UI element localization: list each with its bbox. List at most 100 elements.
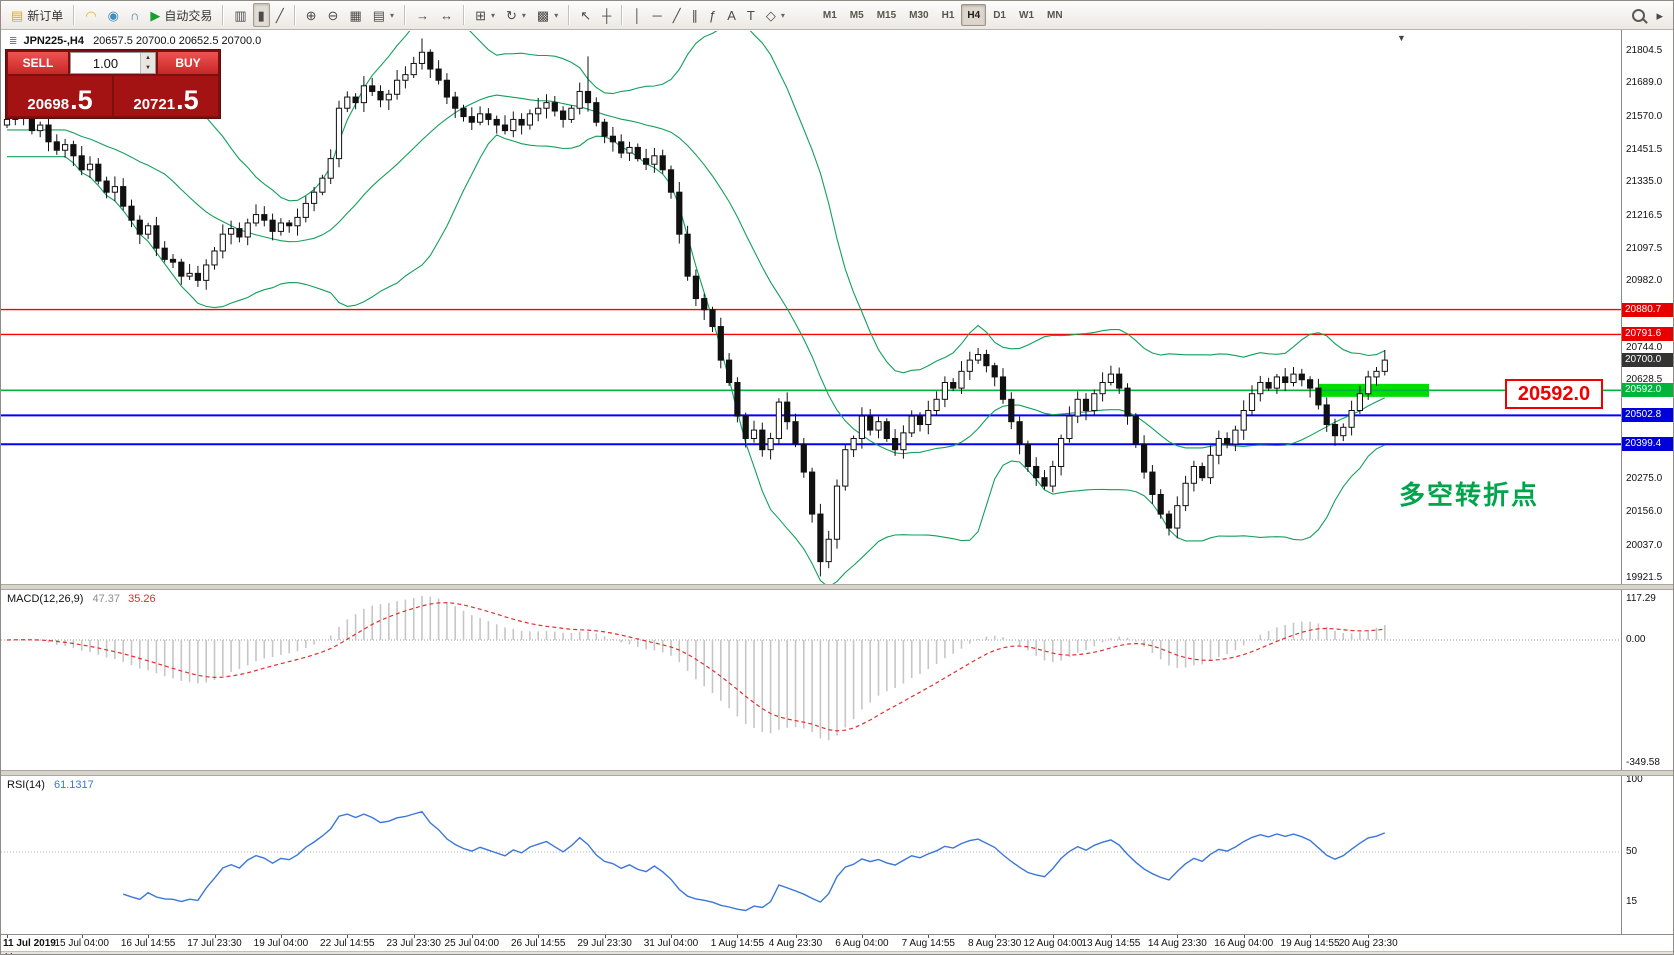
price-level-badge: 20399.4: [1622, 437, 1673, 452]
chart-shift-button[interactable]: ↔: [435, 3, 458, 27]
search-button[interactable]: [1627, 3, 1650, 27]
time-label: 4 Aug 23:30: [768, 938, 823, 949]
price-scale[interactable]: 21804.5 21689.0 21570.0 21451.5 21335.0 21216…: [1621, 30, 1673, 934]
cursor-icon: ↖: [580, 7, 592, 23]
autotrading-button[interactable]: ▶ 自动交易: [145, 3, 217, 27]
chart-context-arrow-icon[interactable]: ▼: [1397, 33, 1406, 43]
panel-splitter-macd[interactable]: [1, 584, 1673, 590]
price-tick: 21689.0: [1626, 77, 1663, 89]
price-tick: 20275.0: [1626, 473, 1663, 485]
rsi-indicator-canvas[interactable]: [1, 776, 1621, 934]
channel-button[interactable]: ∥: [687, 3, 704, 27]
mql5-signals-button[interactable]: ◠: [80, 3, 101, 27]
vertical-line-button[interactable]: │: [628, 3, 646, 27]
macd-header: MACD(12,26,9) 47.37 35.26: [7, 593, 156, 605]
timeframe-m5[interactable]: M5: [849, 9, 864, 21]
zoom-in-button[interactable]: ⊕: [301, 3, 322, 27]
time-tick: [671, 935, 672, 938]
community-icon: ∩: [130, 7, 140, 23]
time-tick: [737, 935, 739, 938]
chart-ohlc-values: 20657.5 20700.0 20652.5 20700.0: [93, 35, 262, 47]
timeframe-h1[interactable]: H1: [941, 9, 955, 21]
label-button[interactable]: T: [742, 3, 760, 27]
sell-price-display[interactable]: 20698 .5: [8, 76, 112, 116]
candlestick-mode-button[interactable]: ▮: [252, 3, 270, 27]
timeframe-m30[interactable]: M30: [909, 9, 929, 21]
volume-down-button[interactable]: ▼: [141, 63, 155, 73]
templates-button[interactable]: ▩ ▾: [532, 3, 563, 27]
new-chart-button[interactable]: ⊞ ▾: [470, 3, 500, 27]
indicators-button[interactable]: ▤ ▾: [368, 3, 399, 27]
volume-up-button[interactable]: ▲: [141, 53, 155, 63]
time-tick: [861, 935, 863, 938]
macd-title: MACD(12,26,9): [7, 593, 84, 605]
time-tick: [280, 935, 282, 938]
shapes-button[interactable]: ◇ ▾: [761, 3, 790, 27]
autotrading-icon: ▶: [150, 7, 161, 23]
price-tick: 21451.5: [1626, 143, 1663, 155]
rsi-scale-tick: 50: [1626, 846, 1638, 857]
text-button[interactable]: A: [722, 3, 741, 27]
vertical-line-icon: │: [633, 7, 642, 23]
tile-windows-button[interactable]: ▦: [344, 3, 366, 27]
time-tick: [7, 935, 8, 938]
panel-splitter-rsi[interactable]: [1, 770, 1673, 776]
time-tick: [347, 935, 349, 938]
price-tick: 20156.0: [1626, 506, 1663, 518]
time-label: 13 Aug 14:55: [1081, 938, 1141, 949]
cursor-button[interactable]: ↖: [575, 3, 596, 27]
sell-button[interactable]: SELL: [8, 52, 68, 74]
timeframe-m1[interactable]: M1: [822, 9, 837, 21]
line-chart-mode-icon: ╱: [275, 7, 284, 23]
volume-field[interactable]: 1.00 ▲ ▼: [70, 52, 156, 74]
profiles-button[interactable]: ↻ ▾: [501, 3, 531, 27]
zoom-in-icon: ⊕: [305, 7, 317, 23]
time-label: 25 Jul 04:00: [444, 938, 500, 949]
fibonacci-button[interactable]: ƒ: [704, 3, 721, 27]
chart-annotation-text[interactable]: 多空转折点: [1399, 480, 1540, 510]
auto-scroll-button[interactable]: →: [411, 3, 434, 27]
chevron-down-icon: ▾: [780, 10, 785, 20]
main-chart-canvas[interactable]: [1, 31, 1621, 584]
macd-scale-tick: -349.58: [1626, 757, 1660, 769]
horizontal-line-icon: ─: [652, 7, 662, 23]
buy-button[interactable]: BUY: [158, 52, 218, 74]
trendline-icon: ╱: [672, 7, 681, 23]
horizontal-line-button[interactable]: ─: [647, 3, 666, 27]
timeframe-w1[interactable]: W1: [1019, 9, 1034, 21]
crosshair-button[interactable]: ┼: [597, 3, 616, 27]
macd-scale-tick: 117.29: [1626, 592, 1656, 604]
timeframe-d1[interactable]: D1: [993, 9, 1006, 21]
time-label: 31 Jul 04:00: [643, 938, 699, 949]
new-order-button-label: 新订单: [27, 8, 64, 23]
timeframe-mn[interactable]: MN: [1047, 9, 1063, 21]
chart-symbol-label: JPN225-,H4: [23, 35, 84, 47]
timeframe-m15[interactable]: M15: [876, 9, 897, 21]
timeframe-h4[interactable]: H4: [961, 4, 987, 26]
zoom-out-button[interactable]: ⊖: [323, 3, 344, 27]
price-level-badge: 20502.8: [1622, 408, 1673, 423]
buy-price-display[interactable]: 20721 .5: [114, 76, 218, 116]
panel-toggle-button[interactable]: ▸: [1651, 3, 1668, 27]
bar-chart-mode-button[interactable]: ▥: [229, 3, 251, 27]
time-tick: [1368, 935, 1370, 938]
time-scale[interactable]: 11 Jul 2019 15 Jul 04:00 16 Jul 14:55 17 Ju…: [1, 934, 1673, 952]
time-label: 22 Jul 14:55: [320, 938, 375, 949]
time-label: 6 Aug 04:00: [835, 938, 889, 949]
rsi-title: RSI(14): [7, 779, 45, 791]
time-tick: [928, 935, 930, 938]
price-level-badge: 20592.0: [1622, 383, 1673, 398]
line-chart-mode-button[interactable]: ╱: [271, 3, 289, 27]
key-level-price-label[interactable]: 20592.0: [1505, 379, 1603, 409]
sell-price-main: 20698: [27, 96, 70, 113]
macd-main-value: 47.37: [92, 593, 121, 605]
volume-value[interactable]: 1.00: [92, 55, 119, 71]
community-button[interactable]: ∩: [125, 3, 144, 27]
chart-shift-icon: ↔: [440, 7, 454, 23]
market-button[interactable]: ◉: [103, 3, 124, 27]
trendline-button[interactable]: ╱: [668, 3, 686, 27]
new-order-button[interactable]: ▤ 新订单: [6, 3, 68, 27]
macd-indicator-canvas[interactable]: [1, 590, 1621, 770]
templates-icon: ▩: [536, 7, 550, 23]
time-tick: [413, 935, 415, 938]
